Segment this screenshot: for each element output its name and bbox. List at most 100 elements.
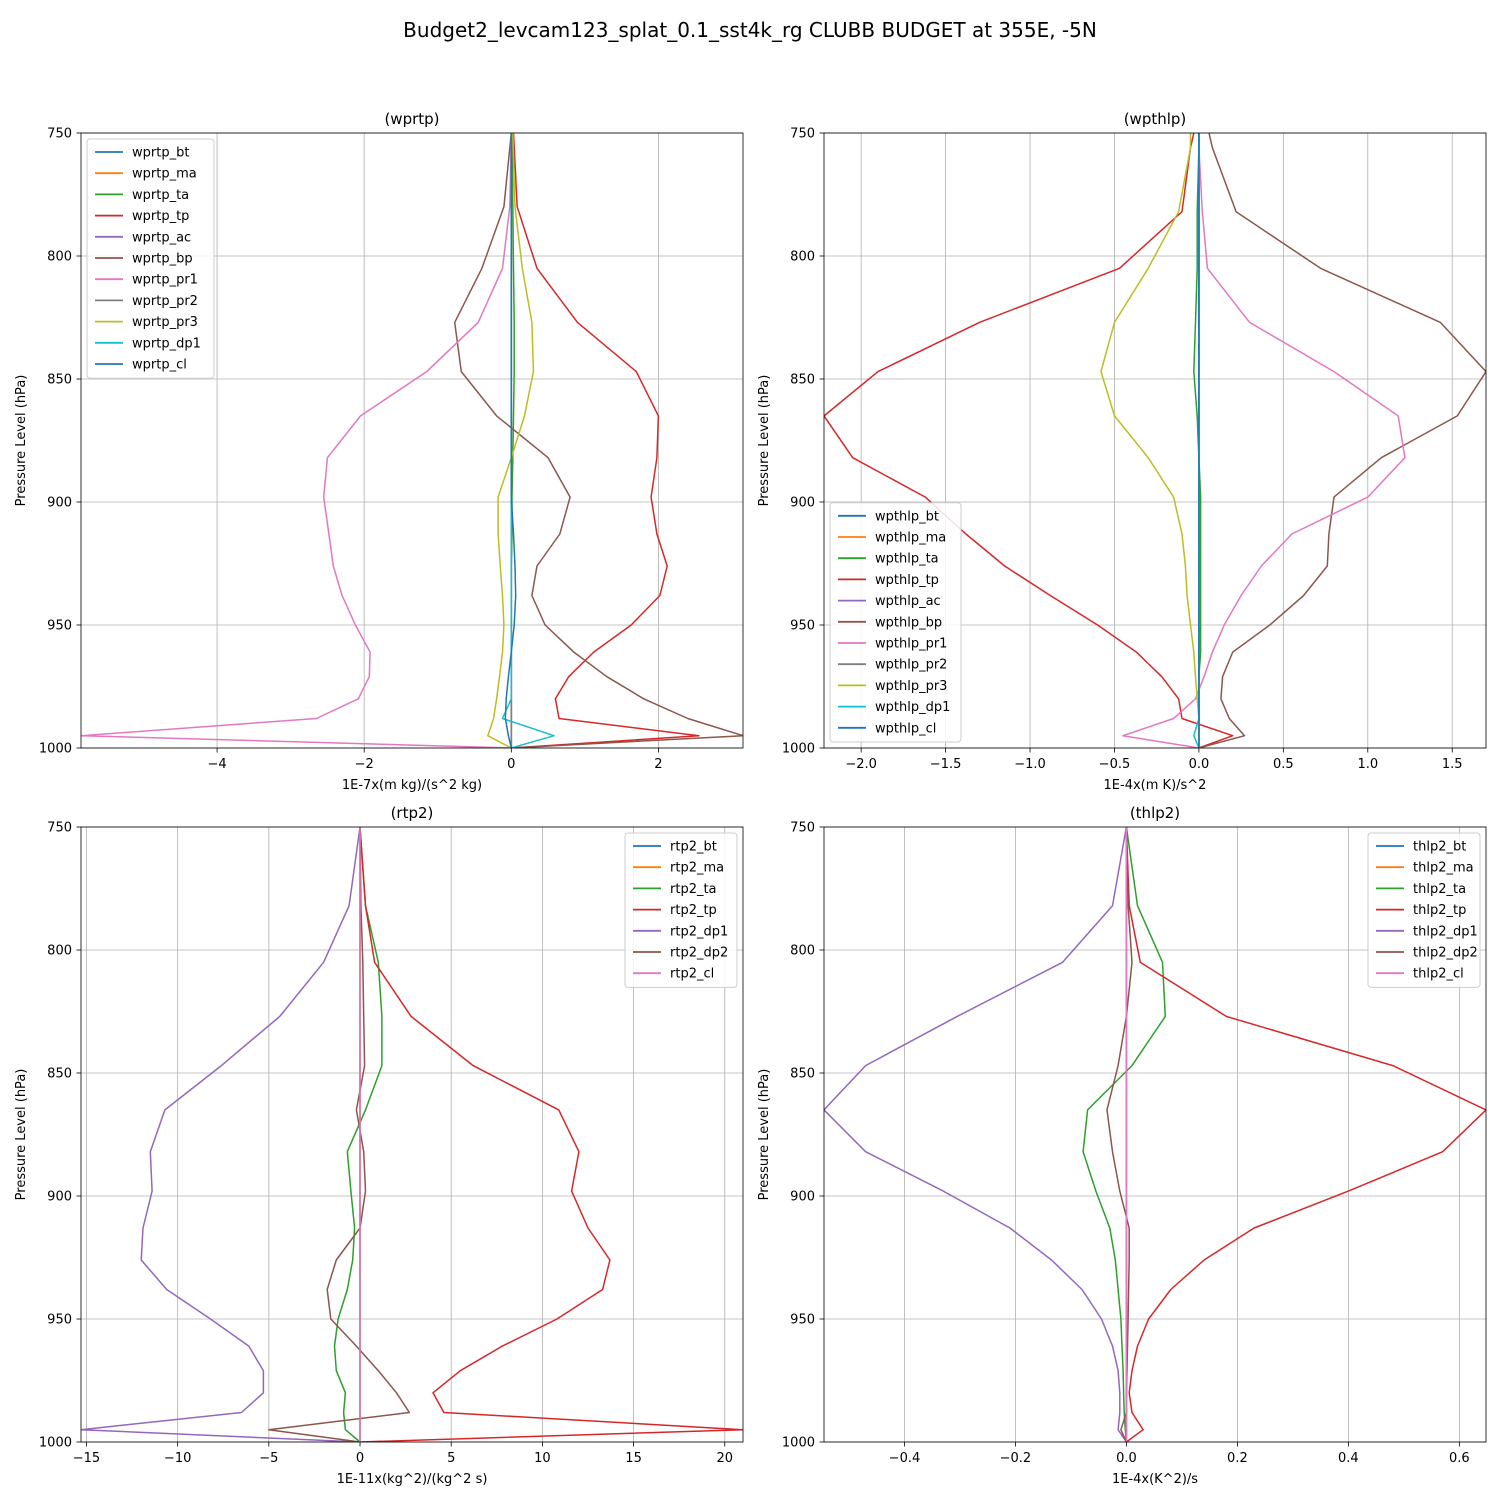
series-line-thlp2_tp (1125, 827, 1486, 1442)
legend-label-wpthlp_ta: wpthlp_ta (875, 552, 939, 567)
legend-label-wpthlp_cl: wpthlp_cl (875, 721, 936, 736)
x-tick-label: −2 (355, 757, 374, 772)
x-tick-label: −10 (164, 1451, 191, 1466)
series-line-rtp2_dp2 (268, 827, 411, 1442)
y-tick-label: 850 (47, 373, 72, 388)
y-tick-label: 950 (790, 619, 815, 634)
chart-title: (wprtp) (384, 110, 439, 128)
y-tick-label: 750 (47, 127, 72, 142)
series-line-wprtp_bp (453, 133, 743, 748)
chart-title: (rtp2) (391, 804, 434, 822)
y-tick-label: 850 (790, 373, 815, 388)
series-line-wpthlp_bp (1198, 133, 1486, 748)
x-tick-label: 2 (654, 757, 662, 772)
chart-panel-2: −15 −10 −5 0 5 10 15 20 750 800 850 900 950 1000 (rtp2… (14, 804, 744, 1487)
x-tick-label: 0 (356, 1451, 364, 1466)
legend-label-wprtp_pr3: wprtp_pr3 (132, 315, 198, 330)
legend-label-rtp2_dp1: rtp2_dp1 (670, 924, 728, 939)
x-tick-label: −5 (259, 1451, 278, 1466)
legend-label-wpthlp_pr2: wpthlp_pr2 (875, 658, 947, 673)
legend-label-wprtp_ac: wprtp_ac (132, 230, 191, 245)
y-tick-label: 900 (790, 496, 815, 511)
x-axis-label: 1E-11x(kg^2)/(kg^2 s) (337, 1472, 488, 1487)
y-tick-label: 750 (47, 821, 72, 836)
y-tick-label: 850 (47, 1067, 72, 1082)
x-tick-label: −15 (73, 1451, 100, 1466)
y-tick-label: 900 (790, 1190, 815, 1205)
y-tick-label: 950 (47, 619, 72, 634)
legend-label-wpthlp_tp: wpthlp_tp (875, 573, 939, 588)
axes-frame (823, 826, 1487, 1443)
legend-label-wprtp_bt: wprtp_bt (132, 146, 189, 161)
axes-frame (80, 826, 744, 1443)
legend: thlp2_bt thlp2_ma thlp2_ta thlp2_tp thlp2_dp… (1367, 832, 1481, 988)
legend-label-rtp2_dp2: rtp2_dp2 (670, 946, 728, 961)
x-tick-label: 0.2 (1227, 1451, 1248, 1466)
chart-title: (wpthlp) (1124, 110, 1187, 128)
legend-label-wprtp_pr2: wprtp_pr2 (132, 294, 198, 309)
x-tick-label: −0.5 (1099, 757, 1131, 772)
chart-panel-3: −0.4 −0.2 0.0 0.2 0.4 0.6 750 800 850 900 950 1000 (… (757, 804, 1487, 1487)
legend-label-wpthlp_pr1: wpthlp_pr1 (875, 637, 947, 652)
x-tick-label: −4 (207, 757, 226, 772)
y-tick-label: 800 (790, 250, 815, 265)
series-group (824, 133, 1486, 748)
legend-label-wpthlp_dp1: wpthlp_dp1 (875, 700, 950, 715)
axes-frame (823, 132, 1487, 749)
legend-label-thlp2_dp1: thlp2_dp1 (1413, 924, 1478, 939)
x-tick-label: 0.0 (1189, 757, 1210, 772)
legend-label-thlp2_cl: thlp2_cl (1413, 967, 1464, 982)
legend-label-thlp2_ma: thlp2_ma (1413, 861, 1474, 876)
legend-label-wprtp_dp1: wprtp_dp1 (132, 336, 201, 351)
legend-label-wpthlp_bt: wpthlp_bt (875, 509, 939, 524)
series-line-rtp2_ta (333, 827, 383, 1442)
series-group (824, 827, 1486, 1442)
series-line-wpthlp_tp (824, 133, 1234, 748)
y-tick-label: 900 (47, 496, 72, 511)
legend-label-wpthlp_bp: wpthlp_bp (875, 615, 942, 630)
series-line-wpthlp_pr1 (1122, 133, 1406, 748)
legend-label-rtp2_ta: rtp2_ta (670, 882, 717, 897)
series-line-thlp2_dp1 (824, 827, 1128, 1442)
legend-label-thlp2_dp2: thlp2_dp2 (1413, 946, 1478, 961)
y-axis-label: Pressure Level (hPa) (757, 375, 772, 507)
y-axis-label: Pressure Level (hPa) (757, 1069, 772, 1201)
series-line-rtp2_tp (359, 827, 743, 1442)
x-tick-label: −1.0 (1014, 757, 1046, 772)
x-tick-label: 5 (447, 1451, 455, 1466)
x-tick-label: 0.5 (1273, 757, 1294, 772)
x-axis-label: 1E-7x(m kg)/(s^2 kg) (342, 778, 482, 793)
series-line-wprtp_tp (511, 133, 700, 748)
series-line-wprtp_pr1 (81, 133, 513, 748)
x-tick-label: −2.0 (845, 757, 877, 772)
legend-label-wpthlp_ma: wpthlp_ma (875, 531, 946, 546)
y-axis-label: Pressure Level (hPa) (14, 375, 29, 507)
legend-label-wprtp_cl: wprtp_cl (132, 358, 187, 373)
x-tick-label: 0.0 (1116, 1451, 1137, 1466)
legend: rtp2_bt rtp2_ma rtp2_ta rtp2_tp rtp2_dp1 rtp2… (624, 832, 738, 988)
series-line-wpthlp_pr3 (1100, 133, 1200, 748)
y-tick-label: 800 (47, 250, 72, 265)
y-tick-label: 750 (790, 821, 815, 836)
series-line-thlp2_ta (1082, 827, 1167, 1442)
x-tick-label: −0.4 (889, 1451, 921, 1466)
series-line-wprtp_pr3 (487, 133, 535, 748)
legend-label-rtp2_bt: rtp2_bt (670, 840, 717, 855)
series-line-wprtp_cl (504, 133, 517, 748)
legend: wprtp_bt wprtp_ma wprtp_ta wprtp_tp wprtp_ac… (86, 138, 215, 379)
chart-panel-1: −2.0 −1.5 −1.0 −0.5 0.0 0.5 1.0 1.5 750 800 850 900… (757, 110, 1487, 793)
chart-title: (thlp2) (1130, 804, 1180, 822)
y-tick-label: 1000 (782, 742, 815, 757)
legend-label-wprtp_tp: wprtp_tp (132, 209, 189, 224)
legend-box (1367, 832, 1481, 988)
legend-label-wprtp_pr1: wprtp_pr1 (132, 273, 198, 288)
legend-box (624, 832, 738, 988)
legend-label-rtp2_cl: rtp2_cl (670, 967, 714, 982)
y-tick-label: 1000 (39, 742, 72, 757)
series-group (81, 133, 743, 748)
panels: −4 −2 0 2 750 800 850 900 950 1000 (wprtp) 1E-7x(m … (14, 110, 1487, 1487)
x-tick-label: 1.5 (1442, 757, 1463, 772)
x-tick-label: −0.2 (1000, 1451, 1032, 1466)
